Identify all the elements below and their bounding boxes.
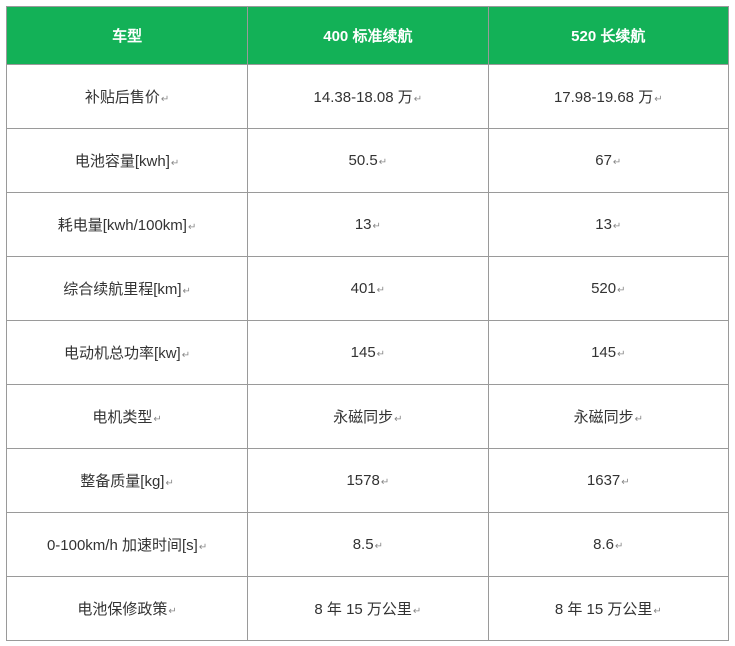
cell-variant-1: 8 年 15 万公里↵	[248, 577, 488, 641]
cell-variant-2: 17.98-19.68 万↵	[488, 65, 728, 129]
cell-value: 8 年 15 万公里	[314, 601, 412, 618]
row-label: 耗电量[kwh/100km]↵	[7, 193, 248, 257]
cell-variant-1: 14.38-18.08 万↵	[248, 65, 488, 129]
row-label-text: 补贴后售价	[85, 89, 160, 106]
table-row: 电动机总功率[kw]↵145↵145↵	[7, 321, 729, 385]
return-mark-icon: ↵	[171, 158, 179, 169]
return-mark-icon: ↵	[168, 606, 176, 617]
row-label: 电池容量[kwh]↵	[7, 129, 248, 193]
row-label-text: 整备质量[kg]	[80, 473, 164, 490]
row-label-text: 电机类型	[92, 409, 152, 426]
cell-variant-1: 8.5↵	[248, 513, 488, 577]
return-mark-icon: ↵	[379, 157, 387, 168]
cell-variant-1: 50.5↵	[248, 129, 488, 193]
return-mark-icon: ↵	[413, 606, 421, 617]
return-mark-icon: ↵	[161, 94, 169, 105]
return-mark-icon: ↵	[375, 541, 383, 552]
return-mark-icon: ↵	[377, 285, 385, 296]
cell-variant-1: 永磁同步↵	[248, 385, 488, 449]
cell-value: 8.6	[593, 536, 614, 553]
return-mark-icon: ↵	[615, 541, 623, 552]
row-label-text: 电动机总功率[kw]	[64, 345, 181, 362]
return-mark-icon: ↵	[617, 285, 625, 296]
row-label: 综合续航里程[km]↵	[7, 257, 248, 321]
return-mark-icon: ↵	[188, 222, 196, 233]
row-label-text: 电池容量[kwh]	[75, 153, 170, 170]
row-label: 电池保修政策↵	[7, 577, 248, 641]
table-row: 整备质量[kg]↵1578↵1637↵	[7, 449, 729, 513]
col-header-variant-1: 400 标准续航	[248, 7, 488, 65]
cell-value: 14.38-18.08 万	[314, 89, 413, 106]
table-header-row: 车型 400 标准续航 520 长续航	[7, 7, 729, 65]
return-mark-icon: ↵	[613, 221, 621, 232]
return-mark-icon: ↵	[182, 350, 190, 361]
cell-variant-1: 401↵	[248, 257, 488, 321]
cell-value: 8 年 15 万公里	[555, 601, 653, 618]
cell-variant-1: 145↵	[248, 321, 488, 385]
cell-variant-2: 67↵	[488, 129, 728, 193]
cell-variant-2: 1637↵	[488, 449, 728, 513]
return-mark-icon: ↵	[635, 414, 643, 425]
return-mark-icon: ↵	[394, 414, 402, 425]
cell-variant-1: 1578↵	[248, 449, 488, 513]
cell-value: 145	[591, 344, 616, 361]
spec-table: 车型 400 标准续航 520 长续航 补贴后售价↵14.38-18.08 万↵…	[6, 6, 729, 641]
table-row: 综合续航里程[km]↵401↵520↵	[7, 257, 729, 321]
table-row: 补贴后售价↵14.38-18.08 万↵17.98-19.68 万↵	[7, 65, 729, 129]
return-mark-icon: ↵	[613, 157, 621, 168]
table-row: 电池容量[kwh]↵50.5↵67↵	[7, 129, 729, 193]
cell-variant-2: 13↵	[488, 193, 728, 257]
cell-value: 13	[595, 216, 612, 233]
row-label-text: 电池保修政策	[77, 601, 167, 618]
return-mark-icon: ↵	[381, 477, 389, 488]
cell-value: 永磁同步	[574, 409, 634, 426]
cell-value: 520	[591, 280, 616, 297]
table-row: 电机类型↵永磁同步↵永磁同步↵	[7, 385, 729, 449]
return-mark-icon: ↵	[165, 478, 173, 489]
cell-value: 1637	[587, 472, 620, 489]
row-label: 电动机总功率[kw]↵	[7, 321, 248, 385]
table-body: 补贴后售价↵14.38-18.08 万↵17.98-19.68 万↵电池容量[k…	[7, 65, 729, 641]
cell-value: 145	[351, 344, 376, 361]
return-mark-icon: ↵	[653, 606, 661, 617]
return-mark-icon: ↵	[621, 477, 629, 488]
cell-variant-2: 145↵	[488, 321, 728, 385]
cell-value: 1578	[346, 472, 379, 489]
return-mark-icon: ↵	[377, 349, 385, 360]
cell-value: 8.5	[353, 536, 374, 553]
table-row: 0-100km/h 加速时间[s]↵8.5↵8.6↵	[7, 513, 729, 577]
return-mark-icon: ↵	[617, 349, 625, 360]
return-mark-icon: ↵	[414, 94, 422, 105]
cell-value: 67	[595, 152, 612, 169]
col-header-model: 车型	[7, 7, 248, 65]
cell-variant-2: 8.6↵	[488, 513, 728, 577]
return-mark-icon: ↵	[373, 221, 381, 232]
cell-value: 17.98-19.68 万	[554, 89, 653, 106]
row-label-text: 0-100km/h 加速时间[s]	[47, 537, 198, 554]
col-header-variant-2: 520 长续航	[488, 7, 728, 65]
cell-value: 13	[355, 216, 372, 233]
row-label: 补贴后售价↵	[7, 65, 248, 129]
cell-variant-2: 8 年 15 万公里↵	[488, 577, 728, 641]
row-label: 0-100km/h 加速时间[s]↵	[7, 513, 248, 577]
cell-value: 永磁同步	[333, 409, 393, 426]
cell-variant-2: 520↵	[488, 257, 728, 321]
return-mark-icon: ↵	[153, 414, 161, 425]
return-mark-icon: ↵	[199, 542, 207, 553]
return-mark-icon: ↵	[183, 286, 191, 297]
row-label: 电机类型↵	[7, 385, 248, 449]
row-label-text: 综合续航里程[km]	[63, 281, 181, 298]
table-row: 耗电量[kwh/100km]↵13↵13↵	[7, 193, 729, 257]
table-row: 电池保修政策↵8 年 15 万公里↵8 年 15 万公里↵	[7, 577, 729, 641]
row-label: 整备质量[kg]↵	[7, 449, 248, 513]
row-label-text: 耗电量[kwh/100km]	[58, 217, 187, 234]
cell-variant-2: 永磁同步↵	[488, 385, 728, 449]
return-mark-icon: ↵	[654, 94, 662, 105]
cell-variant-1: 13↵	[248, 193, 488, 257]
cell-value: 50.5	[349, 152, 378, 169]
cell-value: 401	[351, 280, 376, 297]
